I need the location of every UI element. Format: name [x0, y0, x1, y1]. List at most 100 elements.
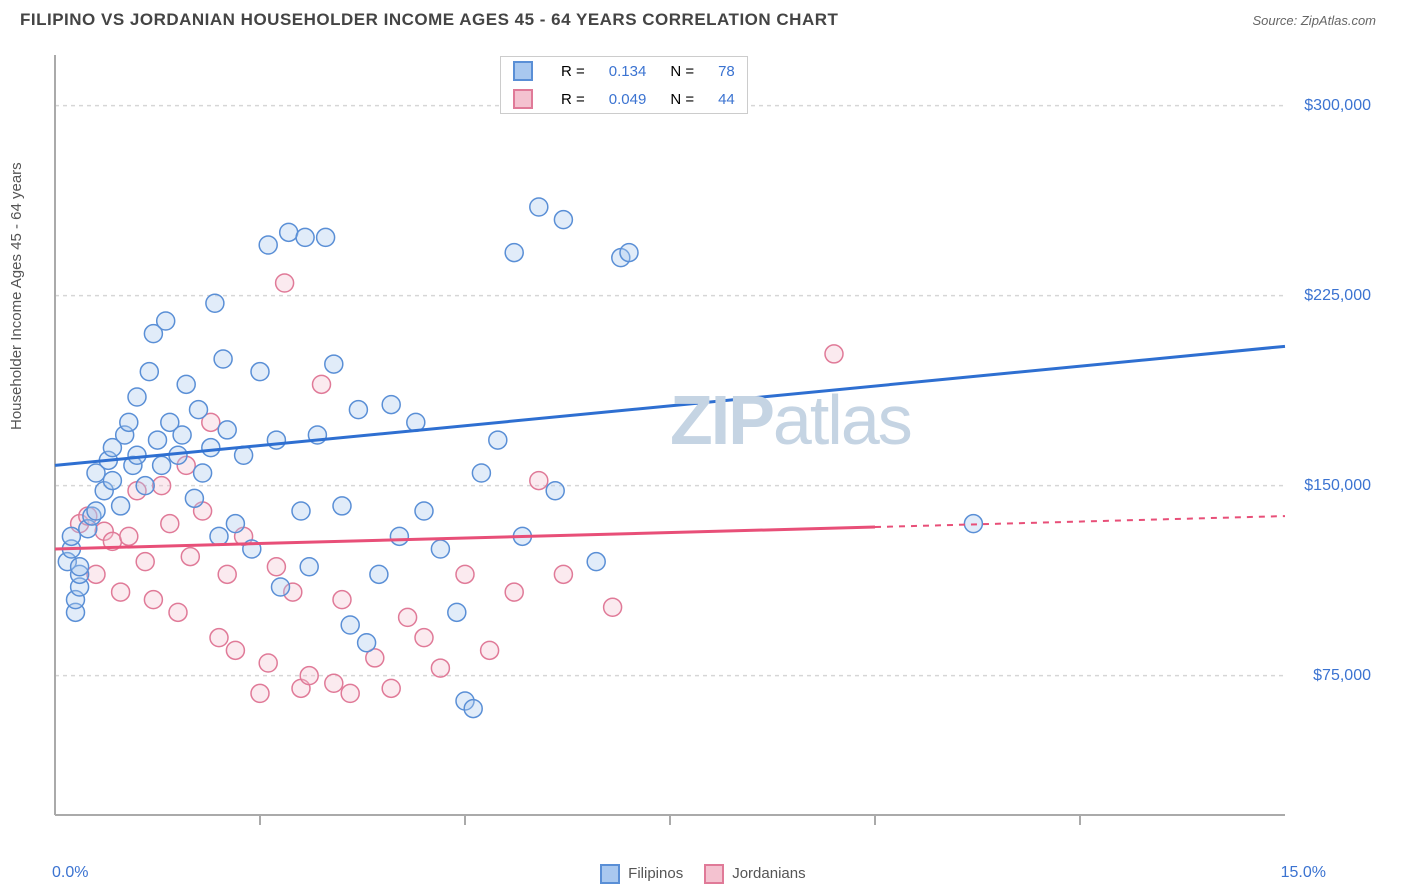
- scatter-point-jordanians: [276, 274, 294, 292]
- series-legend: Filipinos Jordanians: [600, 864, 806, 884]
- scatter-point-filipinos: [272, 578, 290, 596]
- scatter-point-filipinos: [325, 355, 343, 373]
- scatter-point-filipinos: [259, 236, 277, 254]
- scatter-point-filipinos: [317, 228, 335, 246]
- scatter-point-filipinos: [202, 439, 220, 457]
- r-label: R =: [549, 57, 597, 85]
- scatter-point-filipinos: [280, 223, 298, 241]
- legend-row-jordanians: R = 0.049 N = 44: [501, 85, 747, 113]
- scatter-point-filipinos: [112, 497, 130, 515]
- scatter-point-filipinos: [210, 527, 228, 545]
- n-label: N =: [658, 57, 706, 85]
- scatter-point-filipinos: [190, 401, 208, 419]
- scatter-point-filipinos: [300, 558, 318, 576]
- scatter-point-filipinos: [226, 515, 244, 533]
- scatter-point-jordanians: [259, 654, 277, 672]
- scatter-point-filipinos: [128, 388, 146, 406]
- scatter-point-filipinos: [489, 431, 507, 449]
- scatter-point-filipinos: [341, 616, 359, 634]
- trend-line-jordanians: [55, 527, 875, 549]
- scatter-point-jordanians: [300, 667, 318, 685]
- scatter-point-filipinos: [185, 489, 203, 507]
- scatter-point-jordanians: [382, 679, 400, 697]
- scatter-point-jordanians: [604, 598, 622, 616]
- scatter-point-filipinos: [358, 634, 376, 652]
- scatter-point-filipinos: [415, 502, 433, 520]
- scatter-point-filipinos: [194, 464, 212, 482]
- scatter-point-filipinos: [153, 456, 171, 474]
- scatter-point-filipinos: [128, 446, 146, 464]
- scatter-point-filipinos: [472, 464, 490, 482]
- scatter-point-filipinos: [71, 558, 89, 576]
- scatter-point-filipinos: [349, 401, 367, 419]
- scatter-point-filipinos: [296, 228, 314, 246]
- scatter-point-filipinos: [173, 426, 191, 444]
- scatter-point-jordanians: [481, 641, 499, 659]
- scatter-point-filipinos: [120, 413, 138, 431]
- scatter-point-jordanians: [313, 375, 331, 393]
- scatter-point-jordanians: [341, 684, 359, 702]
- scatter-point-filipinos: [546, 482, 564, 500]
- scatter-point-filipinos: [587, 553, 605, 571]
- n-value: 44: [706, 85, 747, 113]
- scatter-point-filipinos: [177, 375, 195, 393]
- scatter-point-jordanians: [554, 565, 572, 583]
- scatter-point-filipinos: [554, 211, 572, 229]
- scatter-point-jordanians: [415, 629, 433, 647]
- scatter-point-filipinos: [136, 477, 154, 495]
- y-axis-label: Householder Income Ages 45 - 64 years: [8, 162, 25, 430]
- scatter-point-jordanians: [825, 345, 843, 363]
- scatter-point-jordanians: [218, 565, 236, 583]
- scatter-point-jordanians: [505, 583, 523, 601]
- scatter-point-jordanians: [251, 684, 269, 702]
- x-max-label: 15.0%: [1281, 864, 1326, 882]
- scatter-point-filipinos: [140, 363, 158, 381]
- legend-label-jordanians: Jordanians: [732, 865, 805, 882]
- scatter-point-jordanians: [456, 565, 474, 583]
- scatter-point-jordanians: [181, 548, 199, 566]
- scatter-point-filipinos: [370, 565, 388, 583]
- scatter-point-filipinos: [103, 472, 121, 490]
- y-tick-label: $150,000: [1304, 477, 1371, 495]
- chart-svg: [55, 55, 1285, 815]
- scatter-point-jordanians: [530, 472, 548, 490]
- scatter-point-jordanians: [153, 477, 171, 495]
- title-bar: FILIPINO VS JORDANIAN HOUSEHOLDER INCOME…: [0, 0, 1406, 30]
- scatter-point-filipinos: [149, 431, 167, 449]
- scatter-point-filipinos: [448, 603, 466, 621]
- legend-label-filipinos: Filipinos: [628, 865, 683, 882]
- scatter-point-jordanians: [431, 659, 449, 677]
- scatter-point-jordanians: [144, 591, 162, 609]
- swatch-filipinos-bottom: [600, 864, 620, 884]
- swatch-jordanians: [513, 89, 533, 109]
- scatter-point-filipinos: [214, 350, 232, 368]
- r-label: R =: [549, 85, 597, 113]
- scatter-point-jordanians: [136, 553, 154, 571]
- scatter-point-jordanians: [226, 641, 244, 659]
- scatter-point-jordanians: [267, 558, 285, 576]
- scatter-point-jordanians: [112, 583, 130, 601]
- trend-line-filipinos: [55, 346, 1285, 465]
- scatter-point-filipinos: [206, 294, 224, 312]
- source-label: Source: ZipAtlas.com: [1252, 13, 1376, 28]
- y-tick-label: $225,000: [1304, 287, 1371, 305]
- n-label: N =: [658, 85, 706, 113]
- scatter-point-filipinos: [431, 540, 449, 558]
- scatter-point-filipinos: [251, 363, 269, 381]
- y-tick-label: $300,000: [1304, 97, 1371, 115]
- swatch-filipinos: [513, 61, 533, 81]
- n-value: 78: [706, 57, 747, 85]
- swatch-jordanians-bottom: [704, 864, 724, 884]
- chart-title: FILIPINO VS JORDANIAN HOUSEHOLDER INCOME…: [20, 10, 838, 30]
- scatter-point-filipinos: [62, 527, 80, 545]
- y-tick-label: $75,000: [1313, 667, 1371, 685]
- x-min-label: 0.0%: [52, 864, 88, 882]
- scatter-point-filipinos: [530, 198, 548, 216]
- trend-line-dashed-jordanians: [875, 516, 1285, 527]
- scatter-point-filipinos: [218, 421, 236, 439]
- scatter-point-filipinos: [505, 244, 523, 262]
- legend-row-filipinos: R = 0.134 N = 78: [501, 57, 747, 85]
- scatter-point-filipinos: [267, 431, 285, 449]
- scatter-point-filipinos: [464, 700, 482, 718]
- scatter-point-filipinos: [292, 502, 310, 520]
